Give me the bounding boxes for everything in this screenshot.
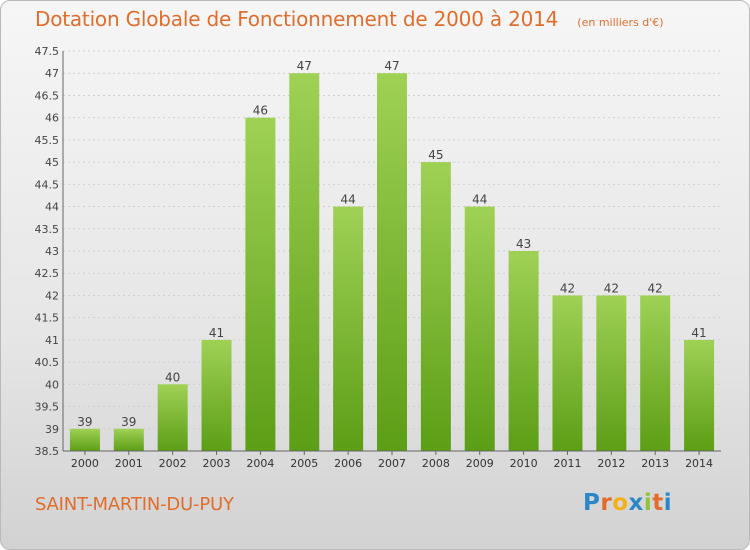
y-tick-label: 42 xyxy=(45,289,59,302)
x-tick-label: 2000 xyxy=(71,457,99,470)
bar xyxy=(333,206,364,451)
bar xyxy=(596,295,627,451)
bar-value-label: 47 xyxy=(297,59,312,73)
bar xyxy=(69,428,100,451)
label-layer: 39 39 40 41 46 47 44 47 45 44 43 42 42 42 41 xyxy=(77,59,706,429)
bar-layer xyxy=(69,73,715,452)
x-tick-label: 2001 xyxy=(115,457,143,470)
x-tick-label: 2009 xyxy=(466,457,494,470)
bar-value-label: 43 xyxy=(516,237,531,251)
y-tick-label: 47.5 xyxy=(35,45,60,58)
x-tick-label: 2003 xyxy=(203,457,231,470)
x-tick-label: 2007 xyxy=(378,457,406,470)
x-tick-label: 2005 xyxy=(290,457,318,470)
y-tick-label: 39 xyxy=(45,423,59,436)
bar-value-label: 45 xyxy=(428,148,443,162)
y-tick-label: 46 xyxy=(45,112,59,125)
bar-value-label: 44 xyxy=(472,193,487,207)
x-tick-label: 2014 xyxy=(685,457,713,470)
commune-name: SAINT-MARTIN-DU-PUY xyxy=(35,494,234,515)
bar xyxy=(508,251,539,451)
logo-letter: i xyxy=(643,490,653,516)
x-tick-label: 2012 xyxy=(597,457,625,470)
bar xyxy=(420,162,451,451)
bar-value-label: 47 xyxy=(384,59,399,73)
y-tick-label: 45 xyxy=(45,156,59,169)
y-tick-label: 46.5 xyxy=(35,89,60,102)
y-tick-label: 47 xyxy=(45,67,59,80)
y-tick-label: 42.5 xyxy=(35,267,60,280)
x-tick-label: 2008 xyxy=(422,457,450,470)
bar xyxy=(684,339,715,451)
chart-subtitle: (en milliers d'€) xyxy=(577,16,664,29)
x-tick-label: 2004 xyxy=(246,457,274,470)
bar xyxy=(113,428,144,451)
y-tick-label: 38.5 xyxy=(35,445,60,458)
bar-value-label: 41 xyxy=(691,326,706,340)
logo-letter: i xyxy=(663,490,673,516)
y-tick-label: 40.5 xyxy=(35,356,60,369)
y-tick-label: 43.5 xyxy=(35,223,60,236)
bar xyxy=(552,295,583,451)
bar xyxy=(201,339,232,451)
y-tick-label: 44 xyxy=(45,201,59,214)
bar xyxy=(289,73,320,451)
logo-letter: t xyxy=(652,490,664,516)
y-tick-label: 41.5 xyxy=(35,312,60,325)
bar-value-label: 46 xyxy=(253,104,268,118)
proxiti-logo: Proxiti xyxy=(583,490,672,516)
bar-value-label: 39 xyxy=(121,415,136,429)
x-tick-label: 2013 xyxy=(641,457,669,470)
bar xyxy=(640,295,671,451)
bar xyxy=(245,117,276,452)
bar xyxy=(377,73,407,451)
bar-value-label: 41 xyxy=(209,326,224,340)
bar-value-label: 40 xyxy=(165,370,180,384)
bar-value-label: 42 xyxy=(604,281,619,295)
logo-letter: o xyxy=(612,490,629,516)
bar-value-label: 39 xyxy=(77,415,92,429)
bar-value-label: 42 xyxy=(560,281,575,295)
y-tick-label: 41 xyxy=(45,334,59,347)
y-tick-label: 40 xyxy=(45,378,59,391)
bar-value-label: 44 xyxy=(340,193,355,207)
y-tick-label: 45.5 xyxy=(35,134,60,147)
logo-letter: P xyxy=(583,490,601,516)
x-tick-label: 2006 xyxy=(334,457,362,470)
bar xyxy=(464,206,495,451)
y-tick-label: 44.5 xyxy=(35,178,60,191)
logo-letter: x xyxy=(628,490,644,516)
x-tick-label: 2011 xyxy=(553,457,581,470)
x-tick-label: 2010 xyxy=(510,457,538,470)
y-tick-label: 39.5 xyxy=(35,401,60,414)
logo-letter: r xyxy=(600,490,613,516)
x-tick-label: 2002 xyxy=(159,457,187,470)
chart-title: Dotation Globale de Fonctionnement de 20… xyxy=(35,7,559,31)
bar-value-label: 42 xyxy=(648,281,663,295)
bar xyxy=(157,384,188,451)
y-tick-label: 43 xyxy=(45,245,59,258)
title-row: Dotation Globale de Fonctionnement de 20… xyxy=(35,7,664,31)
axis-layer: 38.5 39 39.5 40 40.5 41 41.5 42 42.5 43 43.5 44 44.5… xyxy=(35,45,721,470)
